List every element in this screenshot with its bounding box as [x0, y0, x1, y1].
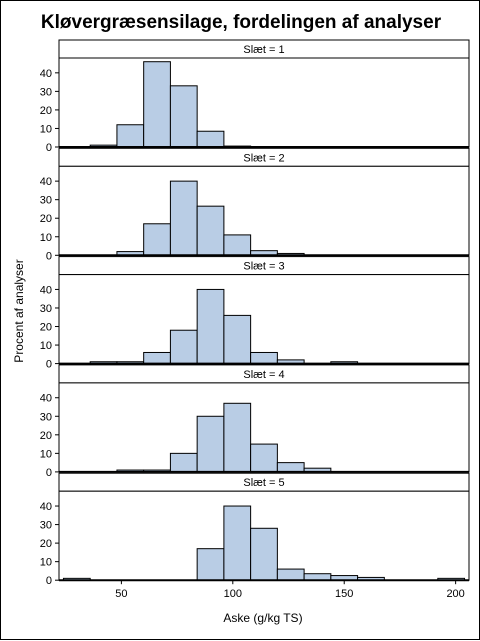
panel-strip-label: Slæt = 3: [243, 261, 284, 273]
y-tick-label: 20: [40, 105, 52, 117]
y-tick-label: 30: [40, 411, 52, 423]
chart-title: Kløvergræsensilage, fordelingen af analy…: [41, 12, 442, 33]
histogram-bar: [169, 452, 198, 473]
panel-strip-label: Slæt = 4: [243, 369, 284, 381]
x-tick-label: 150: [335, 588, 353, 600]
y-tick-label: 0: [46, 575, 52, 587]
x-axis-label: Aske (g/kg TS): [223, 611, 302, 625]
histogram-bar: [143, 223, 171, 256]
panel-4: Slæt = 4 0 10 20 30 40: [40, 364, 470, 479]
y-tick-label: 40: [40, 68, 52, 80]
histogram-bar: [143, 351, 171, 365]
histogram-bar: [223, 402, 252, 473]
y-tick-label: 40: [40, 393, 52, 405]
histogram-bar: [196, 288, 225, 365]
y-tick-label: 40: [40, 501, 52, 513]
histogram-bar: [196, 130, 225, 148]
histogram-bar: [250, 351, 278, 365]
x-tick-label: 100: [224, 588, 242, 600]
x-tick-label: 200: [446, 588, 464, 600]
histogram-bar: [276, 568, 305, 581]
y-tick-label: 10: [40, 557, 52, 569]
panel-1: Slæt = 1 0 10 20 30 40: [40, 39, 470, 154]
histogram-bar: [223, 505, 252, 581]
panel-strip-label: Slæt = 1: [243, 44, 284, 56]
histogram-bar: [223, 234, 252, 256]
panel-plot-area: [58, 274, 470, 365]
y-tick-label: 40: [40, 284, 52, 296]
histogram-bar: [143, 61, 171, 148]
histogram-bar: [250, 527, 278, 581]
y-tick-label: 0: [46, 359, 52, 371]
histogram-bar: [223, 314, 252, 365]
histogram-bar: [196, 548, 225, 581]
histogram-bar: [250, 443, 278, 473]
y-tick-label: 10: [40, 232, 52, 244]
histogram-bar: [169, 329, 198, 365]
y-tick-label: 10: [40, 340, 52, 352]
y-tick-label: 20: [40, 538, 52, 550]
y-tick-label: 20: [40, 322, 52, 334]
panel-3: Slæt = 3 0 10 20 30 40: [40, 256, 470, 371]
x-tick-label: 50: [115, 588, 127, 600]
y-tick-label: 20: [40, 213, 52, 225]
y-tick-label: 40: [40, 176, 52, 188]
y-tick-label: 10: [40, 448, 52, 460]
y-tick-label: 0: [46, 467, 52, 479]
panel-strip-label: Slæt = 2: [243, 152, 284, 164]
histogram-bar: [196, 205, 225, 256]
histogram-bar: [196, 415, 225, 473]
y-tick-label: 30: [40, 520, 52, 532]
panel-plot-area: [58, 165, 470, 256]
panel-strip-label: Slæt = 5: [243, 477, 284, 489]
histogram-bar: [169, 85, 198, 148]
y-tick-label: 10: [40, 123, 52, 135]
y-tick-label: 30: [40, 86, 52, 98]
y-tick-label: 0: [46, 250, 52, 262]
histogram-bar: [116, 124, 145, 148]
histogram-bar: [276, 462, 305, 473]
y-tick-label: 30: [40, 195, 52, 207]
panel-2: Slæt = 2 0 10 20 30 40: [40, 147, 470, 262]
histogram-bar: [169, 180, 198, 256]
panel-5: Slæt = 5 0 10 20 30 40: [40, 472, 470, 587]
y-tick-label: 30: [40, 303, 52, 315]
y-axis-label: Procent af analyser: [12, 259, 26, 362]
y-tick-label: 20: [40, 430, 52, 442]
y-tick-label: 0: [46, 142, 52, 154]
